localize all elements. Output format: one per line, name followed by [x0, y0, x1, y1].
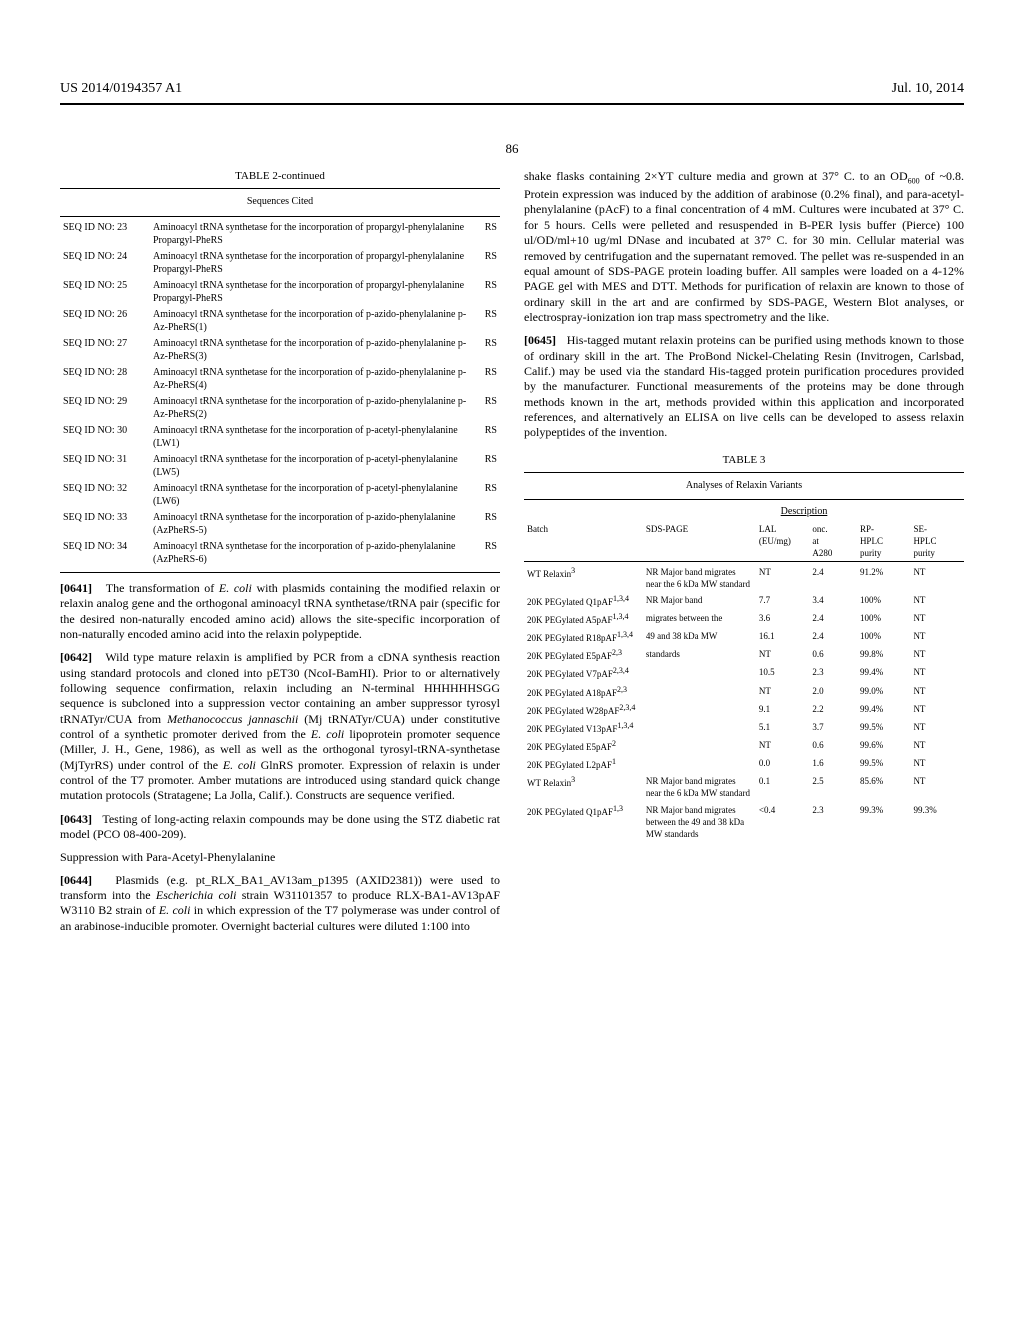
- t3-h-rp: RP-HPLCpurity: [857, 521, 911, 562]
- table2-row: SEQ ID NO: 23Aminoacyl tRNA synthetase f…: [60, 220, 500, 249]
- para-0642: [0642] Wild type mature relaxin is ampli…: [60, 650, 500, 804]
- table2-row: SEQ ID NO: 31Aminoacyl tRNA synthetase f…: [60, 452, 500, 481]
- content-columns: TABLE 2-continued Sequences Cited SEQ ID…: [60, 169, 964, 934]
- t3-h-sds: SDS-PAGE: [643, 521, 756, 562]
- para-0641: [0641] The transformation of E. coli wit…: [60, 581, 500, 642]
- table3-row: 20K PEGylated R18pAF1,3,449 and 38 kDa M…: [524, 628, 964, 646]
- table3-row: 20K PEGylated E5pAF2,3standardsNT0.699.8…: [524, 646, 964, 664]
- para-0644-left: [0644] Plasmids (e.g. pt_RLX_BA1_AV13am_…: [60, 873, 500, 934]
- table3-row: WT Relaxin3NR Major band migrates near t…: [524, 773, 964, 801]
- table3-row: WT Relaxin3NR Major band migrates near t…: [524, 564, 964, 592]
- table3-row: 20K PEGylated E5pAF2NT0.699.6%NT: [524, 737, 964, 755]
- page-header: US 2014/0194357 A1 Jul. 10, 2014: [60, 80, 964, 105]
- table3-row: 20K PEGylated Q1pAF1,3NR Major band migr…: [524, 802, 964, 842]
- table3-title: TABLE 3: [524, 453, 964, 468]
- table2-row: SEQ ID NO: 26Aminoacyl tRNA synthetase f…: [60, 307, 500, 336]
- table2-subtitle: Sequences Cited: [60, 192, 500, 212]
- suppression-subhead: Suppression with Para-Acetyl-Phenylalani…: [60, 849, 500, 865]
- pub-date: Jul. 10, 2014: [892, 80, 964, 99]
- table3-subtitle: Analyses of Relaxin Variants: [524, 476, 964, 496]
- table2-row: SEQ ID NO: 33Aminoacyl tRNA synthetase f…: [60, 510, 500, 539]
- table2-row: SEQ ID NO: 32Aminoacyl tRNA synthetase f…: [60, 481, 500, 510]
- para-0645: [0645] His-tagged mutant relaxin protein…: [524, 333, 964, 441]
- page-number: 86: [60, 140, 964, 158]
- table3-row: 20K PEGylated Q1pAF1,3,4NR Major band7.7…: [524, 592, 964, 610]
- t3-h-lal: LAL(EU/mg): [756, 521, 810, 562]
- table3-desc-header: Description: [524, 503, 964, 521]
- t3-h-onc: onc.atA280: [809, 521, 857, 562]
- left-column: TABLE 2-continued Sequences Cited SEQ ID…: [60, 169, 500, 934]
- table2-row: SEQ ID NO: 27Aminoacyl tRNA synthetase f…: [60, 336, 500, 365]
- table2-title: TABLE 2-continued: [60, 169, 500, 184]
- para-0643: [0643] Testing of long-acting relaxin co…: [60, 812, 500, 843]
- table2-body: SEQ ID NO: 23Aminoacyl tRNA synthetase f…: [60, 220, 500, 568]
- table2-row: SEQ ID NO: 30Aminoacyl tRNA synthetase f…: [60, 423, 500, 452]
- table3-row: 20K PEGylated L2pAF10.01.699.5%NT: [524, 755, 964, 773]
- table2-row: SEQ ID NO: 25Aminoacyl tRNA synthetase f…: [60, 278, 500, 307]
- t3-h-batch: Batch: [524, 521, 643, 562]
- para-0644-right: shake flasks containing 2×YT culture med…: [524, 169, 964, 325]
- table3-row: 20K PEGylated A18pAF2,3NT2.099.0%NT: [524, 683, 964, 701]
- table2-row: SEQ ID NO: 24Aminoacyl tRNA synthetase f…: [60, 249, 500, 278]
- table3: Batch SDS-PAGE LAL(EU/mg) onc.atA280 RP-…: [524, 521, 964, 842]
- table2-row: SEQ ID NO: 34Aminoacyl tRNA synthetase f…: [60, 539, 500, 568]
- table3-row: 20K PEGylated A5pAF1,3,4migrates between…: [524, 610, 964, 628]
- table3-row: 20K PEGylated W28pAF2,3,49.12.299.4%NT: [524, 701, 964, 719]
- right-column: shake flasks containing 2×YT culture med…: [524, 169, 964, 934]
- pub-number: US 2014/0194357 A1: [60, 80, 182, 99]
- table2-row: SEQ ID NO: 28Aminoacyl tRNA synthetase f…: [60, 365, 500, 394]
- table3-row: 20K PEGylated V13pAF1,3,45.13.799.5%NT: [524, 719, 964, 737]
- table2-row: SEQ ID NO: 29Aminoacyl tRNA synthetase f…: [60, 394, 500, 423]
- t3-h-se: SE-HPLCpurity: [910, 521, 964, 562]
- table3-row: 20K PEGylated V7pAF2,3,410.52.399.4%NT: [524, 664, 964, 682]
